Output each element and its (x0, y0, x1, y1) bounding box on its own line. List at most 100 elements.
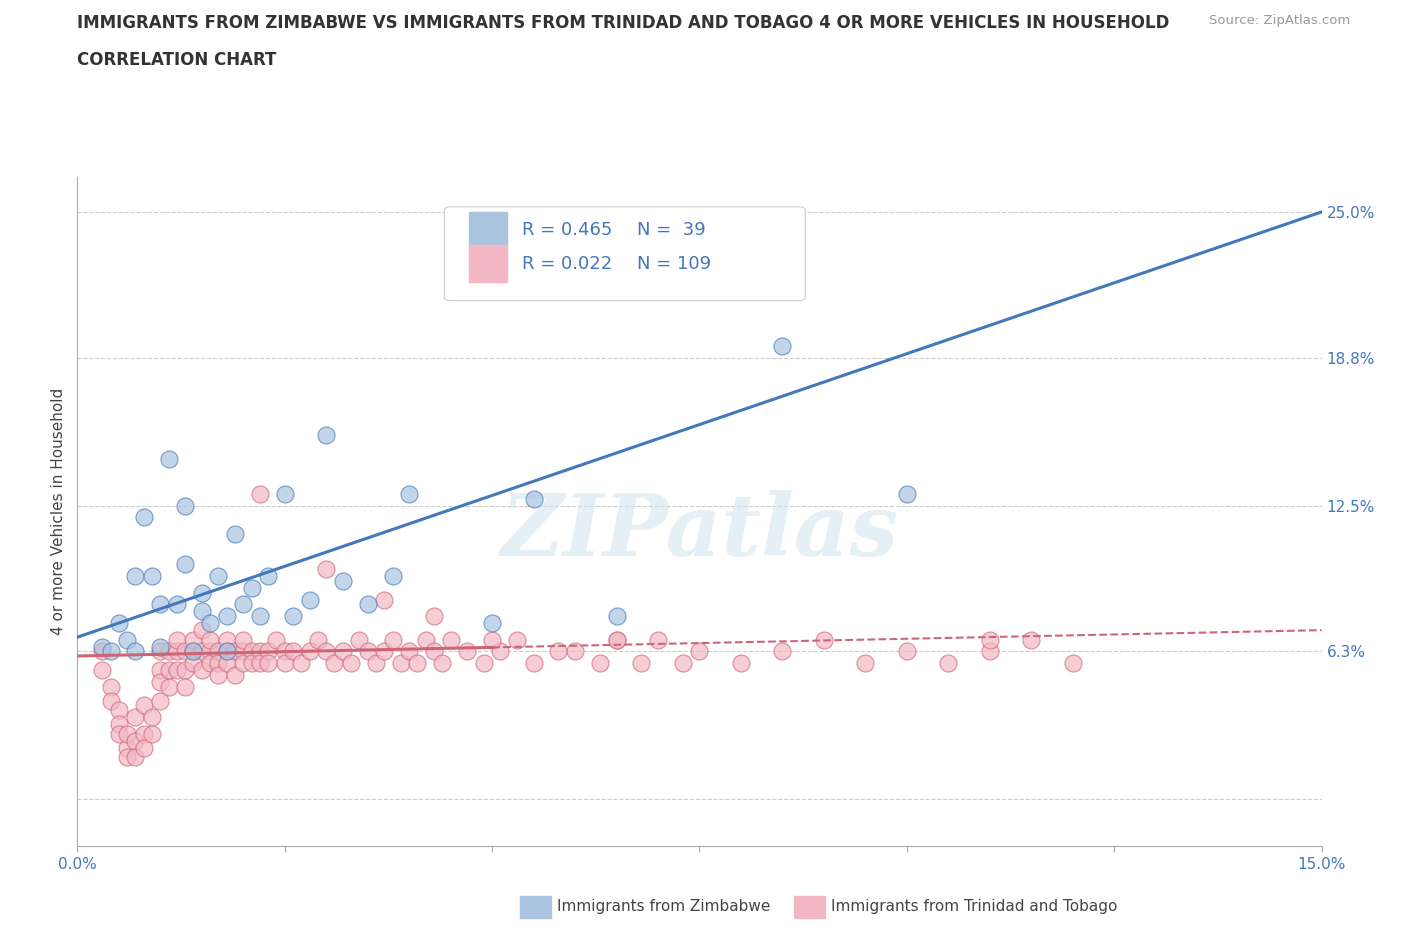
Point (274, 656, 297, 671)
Point (132, 726, 155, 741)
Point (315, 562, 337, 577)
Point (813, 632, 835, 647)
Point (191, 585, 214, 600)
Point (132, 740, 155, 755)
Point (174, 663, 197, 678)
Point (183, 632, 205, 647)
Point (207, 644, 229, 658)
Point (174, 498, 197, 513)
Point (232, 597, 254, 612)
Point (100, 693, 122, 708)
Point (124, 710, 146, 724)
Point (298, 644, 321, 658)
Point (149, 597, 172, 612)
Point (672, 656, 695, 671)
Point (198, 656, 221, 671)
Point (149, 693, 172, 708)
Point (257, 656, 280, 671)
Point (207, 568, 229, 583)
Point (630, 656, 652, 671)
Point (232, 644, 254, 658)
Point (440, 632, 463, 647)
Point (606, 632, 628, 647)
Point (198, 644, 221, 658)
Point (132, 510, 155, 525)
Point (132, 698, 155, 712)
Point (249, 608, 271, 623)
Point (772, 644, 794, 658)
Point (191, 644, 214, 658)
Point (381, 568, 404, 583)
Point (157, 451, 180, 466)
Point (415, 632, 437, 647)
Point (257, 568, 280, 583)
Point (91, 663, 114, 678)
Point (398, 644, 420, 658)
Point (198, 632, 221, 647)
Point (249, 644, 271, 658)
Text: Immigrants from Zimbabwe: Immigrants from Zimbabwe (557, 899, 770, 914)
Point (307, 632, 329, 647)
Point (979, 644, 1001, 658)
Text: R = 0.022: R = 0.022 (522, 255, 612, 272)
Point (174, 644, 197, 658)
Point (249, 486, 271, 501)
Point (481, 616, 503, 631)
Point (157, 679, 180, 694)
Point (1021, 632, 1043, 647)
Point (547, 644, 569, 658)
Point (207, 668, 229, 683)
Point (298, 592, 321, 607)
Point (274, 486, 297, 501)
Point (100, 679, 122, 694)
Point (141, 710, 163, 724)
Point (249, 656, 271, 671)
Point (506, 632, 529, 647)
Point (456, 644, 478, 658)
Point (281, 608, 304, 623)
Point (266, 632, 288, 647)
Point (124, 733, 146, 748)
Point (141, 568, 163, 583)
Point (224, 668, 246, 683)
Point (166, 663, 188, 678)
Point (373, 592, 395, 607)
Point (166, 597, 188, 612)
Point (689, 644, 711, 658)
Point (157, 644, 180, 658)
Point (149, 674, 172, 689)
Point (896, 644, 918, 658)
Point (979, 632, 1001, 647)
Text: N = 109: N = 109 (637, 255, 711, 272)
Point (406, 656, 429, 671)
Point (315, 428, 337, 443)
Point (589, 656, 612, 671)
Point (115, 726, 138, 741)
Point (398, 486, 420, 501)
Point (257, 644, 280, 658)
Text: Source: ZipAtlas.com: Source: ZipAtlas.com (1209, 14, 1350, 27)
Point (523, 491, 546, 506)
Point (381, 632, 404, 647)
Point (606, 608, 628, 623)
Point (191, 623, 214, 638)
Point (357, 644, 380, 658)
Point (115, 750, 138, 764)
Point (489, 644, 512, 658)
Text: CORRELATION CHART: CORRELATION CHART (77, 51, 277, 69)
Point (472, 656, 495, 671)
Point (240, 644, 263, 658)
Point (772, 339, 794, 353)
Point (198, 616, 221, 631)
Point (1062, 656, 1084, 671)
Point (332, 574, 354, 589)
Point (141, 726, 163, 741)
Point (224, 644, 246, 658)
Point (124, 644, 146, 658)
Point (166, 632, 188, 647)
Point (323, 656, 346, 671)
Text: R = 0.465: R = 0.465 (522, 221, 612, 239)
Text: N =  39: N = 39 (637, 221, 706, 239)
Point (315, 644, 337, 658)
Point (183, 644, 205, 658)
